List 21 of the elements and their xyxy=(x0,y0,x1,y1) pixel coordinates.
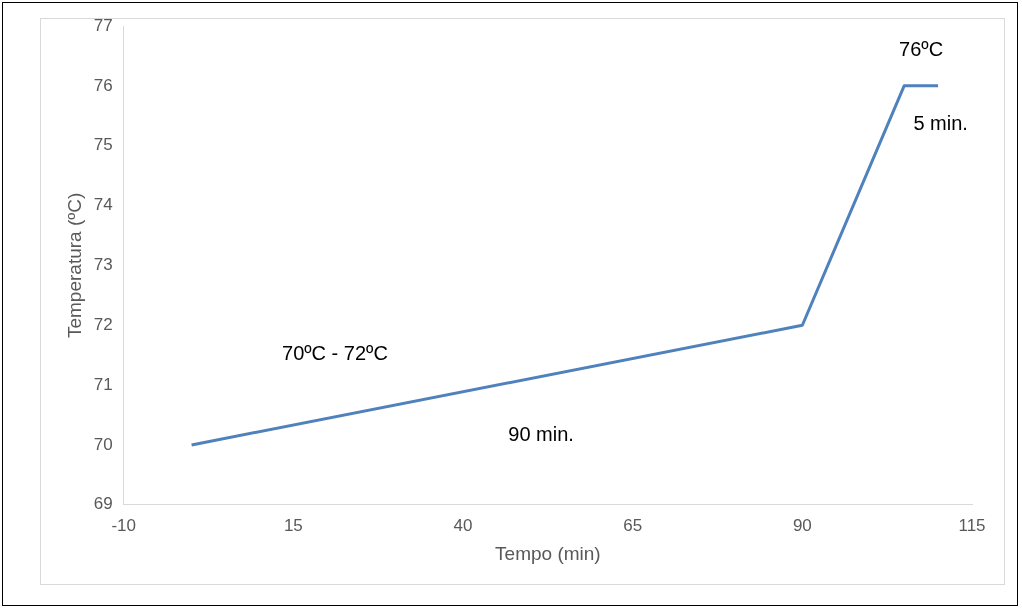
y-tick-label: 74 xyxy=(93,195,113,215)
x-tick-label: -10 xyxy=(111,515,136,535)
y-tick-label: 75 xyxy=(93,135,113,155)
y-tick-label: 71 xyxy=(93,374,113,394)
x-axis-title: Tempo (min) xyxy=(495,542,601,564)
x-tick-label: 115 xyxy=(958,515,986,535)
y-tick-label: 72 xyxy=(93,314,113,334)
annotation: 70ºC - 72ºC xyxy=(282,342,388,365)
y-tick-label: 77 xyxy=(93,15,113,35)
x-tick-label: 90 xyxy=(792,515,812,535)
y-axis-title: Temperatura (ºC) xyxy=(63,192,85,339)
y-tick-label: 76 xyxy=(93,75,113,95)
annotation: 76ºC xyxy=(899,37,944,60)
annotation: 90 min. xyxy=(508,423,574,446)
x-tick-label: 15 xyxy=(283,515,303,535)
annotation: 5 min. xyxy=(913,112,968,135)
x-tick-label: 40 xyxy=(453,515,473,535)
y-tick-label: 73 xyxy=(93,255,113,275)
y-tick-label: 69 xyxy=(93,494,113,514)
x-tick-label: 65 xyxy=(623,515,643,535)
y-tick-label: 70 xyxy=(93,434,113,454)
